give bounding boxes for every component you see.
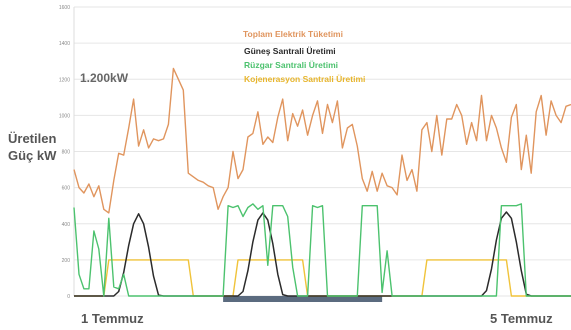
legend-total-consumption: Toplam Elektrik Tüketimi	[243, 29, 343, 39]
x-start-date-label: 1 Temmuz	[81, 311, 144, 326]
series-line-0	[73, 67, 571, 214]
y-tick-labels: 0 200 400 600 800 1000 1200 1400 1600	[59, 5, 70, 300]
y-tick-label: 1400	[59, 41, 70, 47]
legend-solar: Güneş Santrali Üretimi	[244, 46, 336, 56]
y-tick-label: 400	[62, 222, 71, 228]
x-end-date-label: 5 Temmuz	[490, 311, 553, 326]
y-tick-label: 600	[62, 186, 71, 192]
annotation-1200kw: 1.200kW	[80, 71, 129, 85]
y-tick-label: 1000	[59, 113, 70, 119]
y-tick-label: 1600	[59, 5, 70, 11]
y-axis-label-line1: Üretilen	[8, 131, 57, 146]
legend-cogeneration: Kojenerasyon Santrali Üretimi	[244, 74, 366, 84]
series-lines	[73, 67, 571, 297]
series-line-2	[73, 203, 571, 297]
y-tick-label: 0	[67, 294, 70, 300]
y-axis-label-line2: Güç kW	[8, 148, 57, 163]
y-tick-label: 1200	[59, 77, 70, 83]
y-tick-label: 200	[62, 258, 71, 264]
legend-wind: Rüzgar Santrali Üretimi	[244, 60, 338, 70]
highlight-bar	[223, 296, 383, 302]
y-tick-label: 800	[62, 150, 71, 156]
series-line-1	[74, 211, 571, 297]
